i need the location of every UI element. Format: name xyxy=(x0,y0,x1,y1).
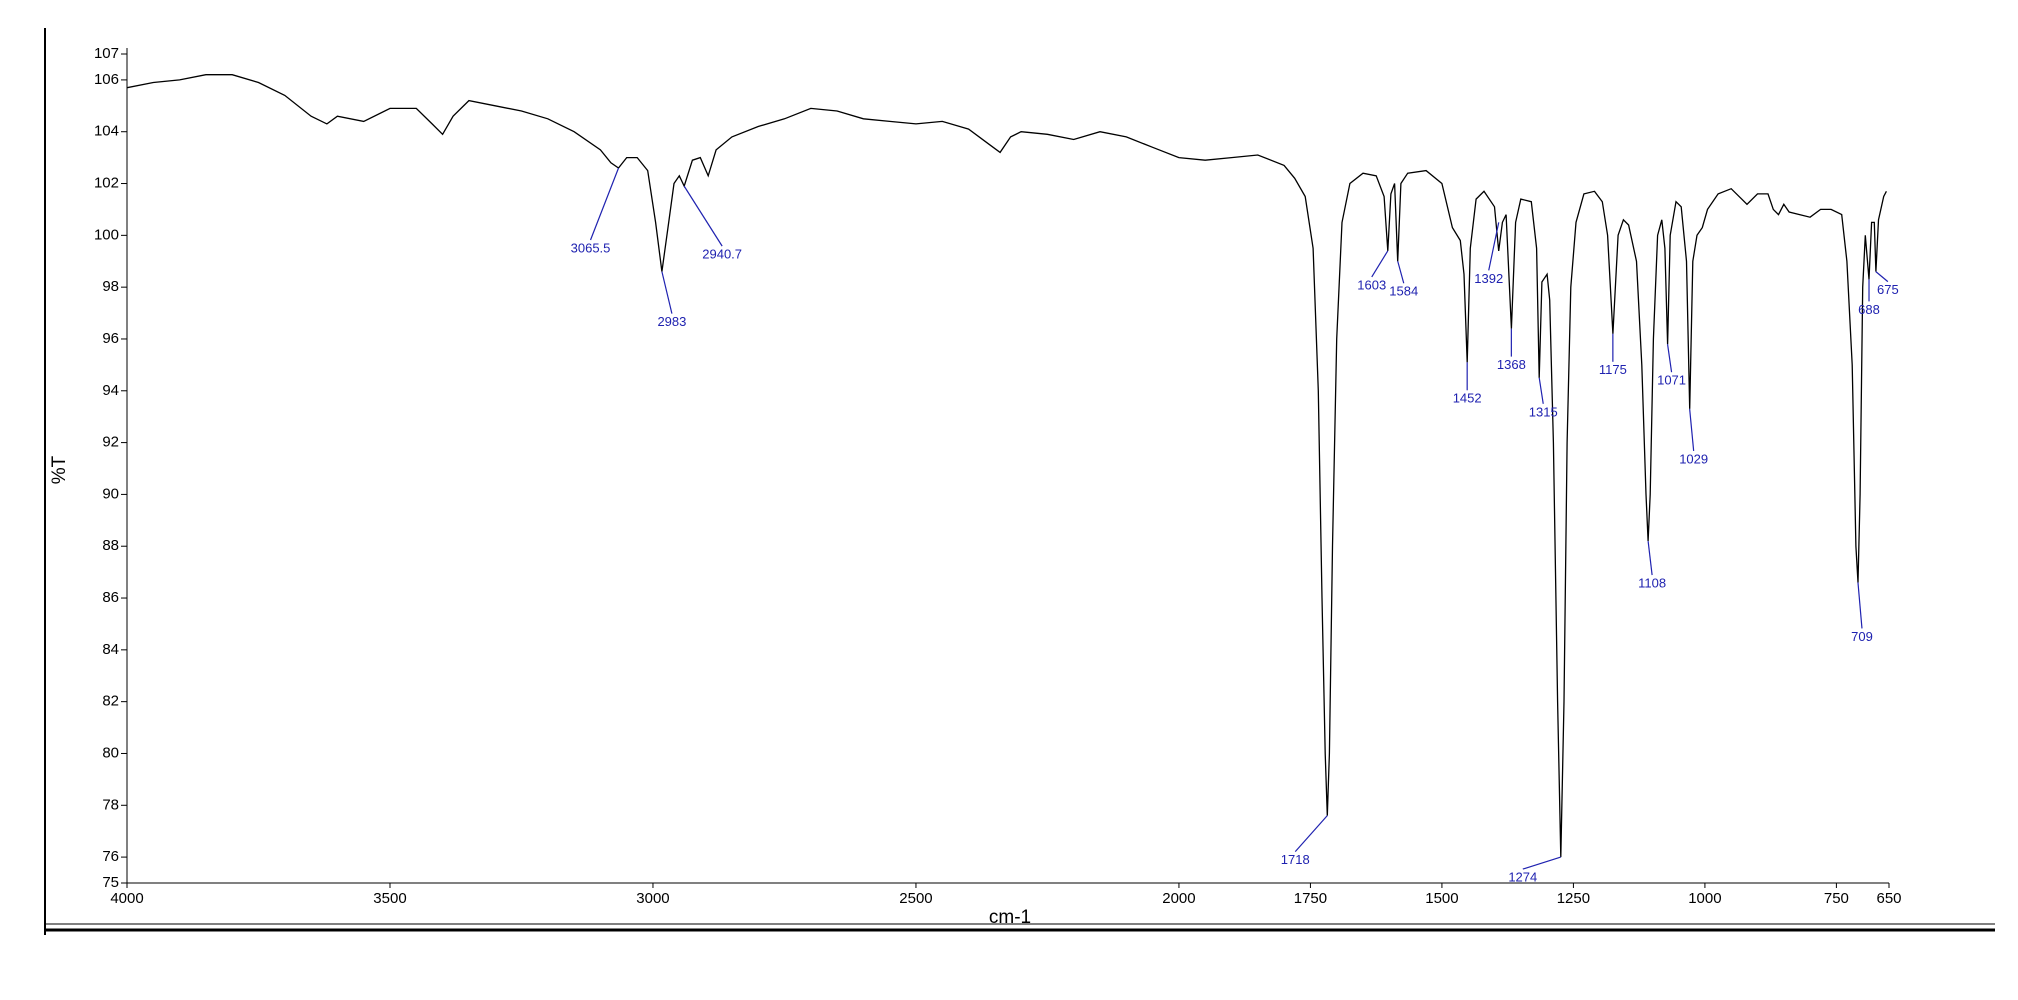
peak-leader xyxy=(1875,271,1889,283)
peak-leader xyxy=(661,271,673,314)
y-tick-label: 80 xyxy=(102,744,119,761)
y-tick-label: 98 xyxy=(102,278,119,295)
y-tick-label: 102 xyxy=(94,175,119,192)
peak-label: 1071 xyxy=(1657,373,1686,388)
y-tick-label: 75 xyxy=(102,874,119,891)
y-tick-label: 94 xyxy=(102,382,119,399)
peak-label: 2983 xyxy=(657,314,686,329)
peak-label: 675 xyxy=(1877,282,1899,297)
peak-label: 709 xyxy=(1851,629,1873,644)
x-tick-label: 1750 xyxy=(1294,890,1327,907)
spectrum-line xyxy=(126,74,1887,858)
peak-leader xyxy=(1397,261,1405,284)
peak-label: 1368 xyxy=(1497,357,1526,372)
peak-label: 1029 xyxy=(1679,451,1708,466)
x-tick-label: 2500 xyxy=(899,890,932,907)
x-tick-label: 650 xyxy=(1876,890,1901,907)
peak-label: 1392 xyxy=(1474,271,1503,286)
peak-leader xyxy=(1522,856,1561,870)
peak-leader xyxy=(1538,377,1544,404)
peak-label: 1315 xyxy=(1529,404,1558,419)
peak-label: 1603 xyxy=(1357,277,1386,292)
peak-leader xyxy=(1857,582,1863,629)
peak-leader xyxy=(1647,540,1653,576)
y-tick-label: 86 xyxy=(102,589,119,606)
y-tick-label: 106 xyxy=(94,71,119,88)
peak-label: 2940.7 xyxy=(702,247,742,262)
x-tick-label: 1000 xyxy=(1688,890,1721,907)
peak-leader xyxy=(589,167,620,241)
y-tick-label: 100 xyxy=(94,226,119,243)
peak-label: 1108 xyxy=(1638,575,1666,590)
y-axis-label: %T xyxy=(49,455,70,484)
y-tick-label: 96 xyxy=(102,330,119,347)
peak-label: 3065.5 xyxy=(571,240,611,255)
y-tick-label: 84 xyxy=(102,641,119,658)
peak-leader xyxy=(1666,344,1673,373)
peak-label: 1175 xyxy=(1599,362,1627,377)
x-axis-label: cm-1 xyxy=(989,907,1031,928)
y-tick-label: 90 xyxy=(102,485,119,502)
peak-label: 688 xyxy=(1858,302,1880,317)
y-tick-label: 76 xyxy=(102,848,119,865)
x-tick-label: 3500 xyxy=(373,890,406,907)
peak-leader xyxy=(1689,408,1695,451)
peak-label: 1718 xyxy=(1281,852,1310,867)
y-tick-label: 104 xyxy=(94,123,119,140)
x-tick-label: 4000 xyxy=(110,890,143,907)
y-tick-label: 107 xyxy=(94,45,119,62)
peak-label: 1452 xyxy=(1453,391,1482,406)
y-tick-label: 88 xyxy=(102,537,119,554)
peak-leader xyxy=(683,185,723,247)
x-tick-label: 750 xyxy=(1824,890,1849,907)
peak-leader xyxy=(1371,250,1389,278)
x-tick-label: 1500 xyxy=(1425,890,1458,907)
x-tick-label: 1250 xyxy=(1557,890,1590,907)
y-tick-label: 82 xyxy=(102,693,119,710)
peak-label: 1274 xyxy=(1508,870,1537,885)
peak-leader xyxy=(1294,815,1328,853)
peak-label: 1584 xyxy=(1389,284,1418,299)
x-tick-label: 3000 xyxy=(636,890,669,907)
peak-leader xyxy=(1488,222,1500,271)
x-tick-label: 2000 xyxy=(1162,890,1195,907)
y-tick-label: 78 xyxy=(102,796,119,813)
y-tick-label: 92 xyxy=(102,434,119,451)
